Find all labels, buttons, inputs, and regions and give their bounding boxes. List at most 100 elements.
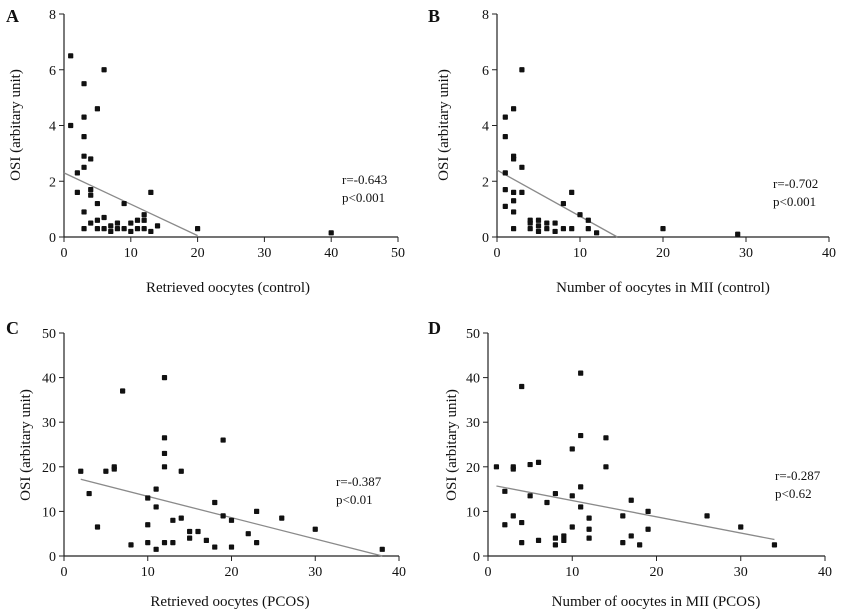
panel-c-data-point [170, 540, 176, 546]
panel-c-data-point [170, 517, 176, 523]
panel-b-plot: 0 2 4 6 8 0 10 20 30 40 [482, 8, 836, 261]
panel-b-data-point [544, 226, 550, 232]
panel-c-data-point [195, 528, 201, 535]
panel-b-data-point [585, 226, 591, 232]
panel-d-data-point [569, 524, 575, 530]
panel-c-y-tick-label: 50 [42, 327, 56, 342]
panel-b-letter: B [428, 6, 440, 26]
panel-c-x-tick-label: 10 [141, 565, 155, 580]
panel-b-data-point [511, 189, 517, 195]
panel-d-x-tick-label: 20 [650, 565, 664, 580]
panel-a-data-point [121, 200, 127, 207]
panel-c-data-point [379, 546, 385, 552]
panel-c-data-point [212, 499, 218, 506]
panel-d-data-point [502, 522, 508, 528]
panel-b-data-point [511, 106, 517, 112]
panel-c-data-point [128, 542, 134, 548]
panel-a-data-point [74, 189, 80, 195]
panel-d-x-tick-label: 40 [818, 565, 832, 580]
panel-c-data-point [254, 540, 260, 546]
panel-b-data-point [519, 164, 525, 170]
panel-c-letter: C [6, 318, 19, 338]
panel-a-x-tick-label: 20 [191, 246, 205, 261]
panel-a-x-tick-label: 30 [257, 246, 271, 261]
panel-d-data-point [603, 464, 609, 470]
panel-d-data-point [645, 526, 651, 532]
panel-a-data-point [88, 220, 94, 226]
panel-d-data-point [645, 508, 651, 514]
panel-b-data-point [569, 189, 575, 195]
panel-c-y-tick-label: 0 [49, 550, 56, 565]
panel-b-data-point [511, 226, 517, 232]
panel-d-data-point [502, 488, 508, 494]
panel-a-data-point [101, 226, 107, 232]
panel-d-data-point [620, 540, 626, 546]
panel-d-data-point [510, 466, 516, 472]
panel-a-data-point [94, 226, 100, 232]
panel-d-data-point [620, 513, 626, 519]
panel-a-x-tick-label: 50 [391, 246, 405, 261]
panel-d-plot: 0 10 20 30 40 50 0 10 20 30 40 [466, 327, 832, 580]
panel-a-data-point [154, 223, 161, 229]
panel-a-data-point [141, 217, 147, 223]
panel-d-letter: D [428, 318, 441, 338]
panel-c-y-tick-label: 20 [42, 461, 56, 476]
panel-d-y-tick-label: 20 [466, 461, 480, 476]
panel-a-data-point [148, 189, 154, 195]
panel-b-stat-r: r=-0.702 [773, 176, 818, 191]
panel-d-y-tick-label: 40 [466, 372, 480, 387]
panel-c-stat-p: p<0.01 [336, 492, 373, 507]
panel-d-y-tick-label: 0 [473, 550, 480, 565]
panel-a-data-point [114, 220, 121, 226]
panel-c-data-point [161, 464, 168, 470]
panel-d-data-point [561, 533, 567, 539]
panel-c-data-point [212, 544, 218, 550]
panel-d-x-tick-label: 10 [565, 565, 579, 580]
panel-d-xlabel: Number of oocytes in MII (PCOS) [552, 594, 761, 610]
panel-d-stat-p: p<0.62 [775, 486, 812, 501]
panel-a-data-point [101, 67, 107, 73]
panel-d-data-point [586, 526, 592, 532]
panel-b-x-tick-label: 40 [822, 246, 836, 261]
panel-c-data-point [279, 515, 285, 521]
panel-b-data-point [535, 217, 542, 223]
panel-b-data-point [569, 226, 575, 232]
panel-a-data-point [81, 164, 87, 170]
panel-a-data-point [81, 81, 87, 87]
panel-a-data-point [94, 200, 100, 207]
panel-b-data-point [527, 226, 533, 232]
panel-d-data-point [637, 542, 643, 548]
panel-a-y-tick-label: 2 [49, 175, 56, 190]
panel-a-regression-line [63, 172, 198, 237]
panel-a-data-point [114, 226, 121, 232]
panel-c-data-point [312, 526, 318, 532]
panel-b-x-tick-label: 30 [739, 246, 753, 261]
panel-b-data-point [519, 189, 525, 195]
panel-b-data-point [660, 226, 666, 232]
panel-a-data-point [68, 53, 74, 59]
panel-d-data-point [519, 383, 525, 390]
panel-a: A OSI (arbitary unit) Retrieved oocytes … [6, 6, 405, 296]
panel-d-stat-r: r=-0.287 [775, 468, 821, 483]
panel-d-data-point [519, 519, 525, 526]
panel-d-data-point [561, 537, 567, 543]
panel-c-data-point [228, 544, 235, 550]
panel-a-data-point [141, 226, 147, 232]
panel-d-data-point [519, 540, 525, 546]
panel-b-ylabel: OSI (arbitary unit) [436, 69, 452, 181]
panel-a-data-point [81, 134, 87, 140]
panel-a-data-point [88, 156, 94, 162]
panel-d-data-point [586, 515, 592, 521]
panel-b-data-point [544, 220, 550, 226]
panel-a-data-point [128, 220, 134, 226]
panel-d-data-point [493, 464, 500, 470]
panel-a-data-point [328, 230, 334, 236]
panel-c-data-point [86, 490, 92, 497]
panel-b-data-point [502, 203, 508, 209]
panel-c-data-point [187, 528, 193, 535]
panel-a-y-tick-label: 6 [49, 64, 56, 79]
panel-b-data-point [502, 114, 508, 120]
panel-d-data-point [586, 535, 592, 541]
panel-d-data-point [704, 513, 710, 519]
panel-d-data-point [578, 370, 584, 376]
